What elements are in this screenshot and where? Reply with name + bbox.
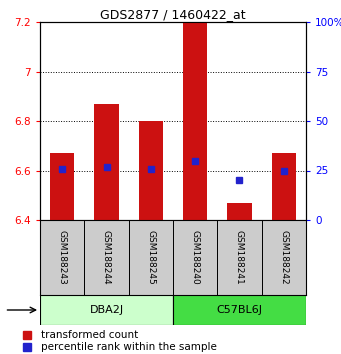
Text: C57BL6J: C57BL6J — [217, 305, 263, 315]
Text: transformed count: transformed count — [41, 330, 138, 340]
Bar — [272, 153, 296, 220]
Text: GSM188242: GSM188242 — [279, 230, 288, 285]
Bar — [139, 121, 163, 220]
Bar — [40, 295, 173, 325]
Bar — [84, 220, 129, 295]
Bar — [183, 22, 207, 220]
Text: GSM188240: GSM188240 — [191, 230, 200, 285]
Bar — [227, 203, 252, 220]
Bar — [40, 220, 84, 295]
Bar — [129, 220, 173, 295]
Bar — [94, 104, 119, 220]
Bar — [262, 220, 306, 295]
Text: percentile rank within the sample: percentile rank within the sample — [41, 342, 217, 352]
Bar — [173, 295, 306, 325]
Title: GDS2877 / 1460422_at: GDS2877 / 1460422_at — [100, 8, 246, 21]
Text: GSM188244: GSM188244 — [102, 230, 111, 285]
Bar — [50, 153, 74, 220]
Text: GSM188245: GSM188245 — [146, 230, 155, 285]
Bar — [173, 220, 217, 295]
Text: GSM188243: GSM188243 — [58, 230, 67, 285]
Text: GSM188241: GSM188241 — [235, 230, 244, 285]
Text: DBA2J: DBA2J — [89, 305, 123, 315]
Bar — [217, 220, 262, 295]
